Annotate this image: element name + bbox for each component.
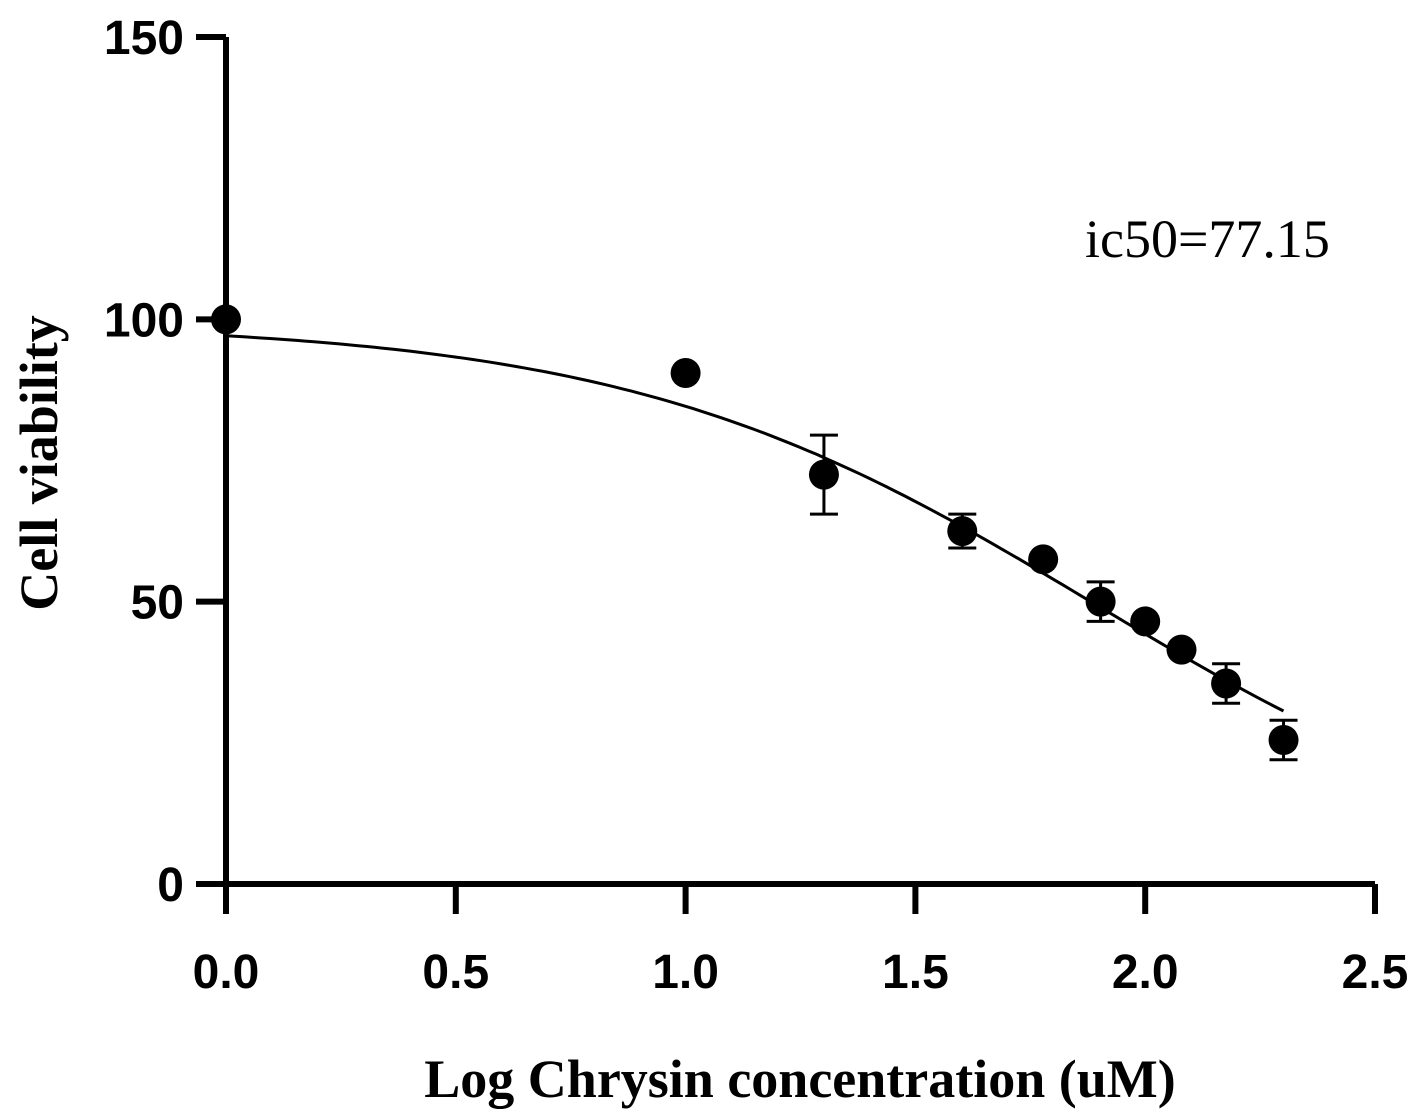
- y-tick-label: 50: [131, 577, 184, 630]
- y-tick-label: 0: [157, 859, 184, 912]
- data-point: [670, 357, 701, 388]
- y-axis-title: Cell viability: [9, 315, 69, 611]
- fit-curve: [225, 334, 1285, 713]
- data-points: [211, 304, 1299, 756]
- data-point: [1211, 668, 1242, 699]
- data-point: [1166, 634, 1197, 665]
- data-point: [808, 459, 839, 490]
- data-point: [211, 304, 241, 335]
- y-tick-label: 150: [104, 12, 184, 65]
- x-tick-label: 1.5: [882, 946, 949, 999]
- x-tick-label: 1.0: [652, 946, 719, 999]
- x-axis-title: Log Chrysin concentration (uM): [424, 1049, 1175, 1109]
- ic50-annotation: ic50=77.15: [1085, 209, 1330, 269]
- data-point: [1268, 725, 1299, 756]
- x-tick-label: 0.0: [193, 946, 260, 999]
- x-axis-ticks: 0.0 0.5 1.0 1.5 2.0 2.5: [193, 884, 1409, 999]
- x-tick-label: 2.0: [1112, 946, 1179, 999]
- y-tick-label: 100: [104, 294, 184, 347]
- data-point: [947, 516, 978, 547]
- y-axis-ticks: 0 50 100 150: [104, 12, 226, 912]
- axes: [223, 37, 1375, 887]
- data-point: [1028, 544, 1059, 575]
- data-point: [1130, 606, 1161, 637]
- data-point: [1085, 586, 1116, 617]
- x-tick-label: 2.5: [1342, 946, 1409, 999]
- x-tick-label: 0.5: [422, 946, 489, 999]
